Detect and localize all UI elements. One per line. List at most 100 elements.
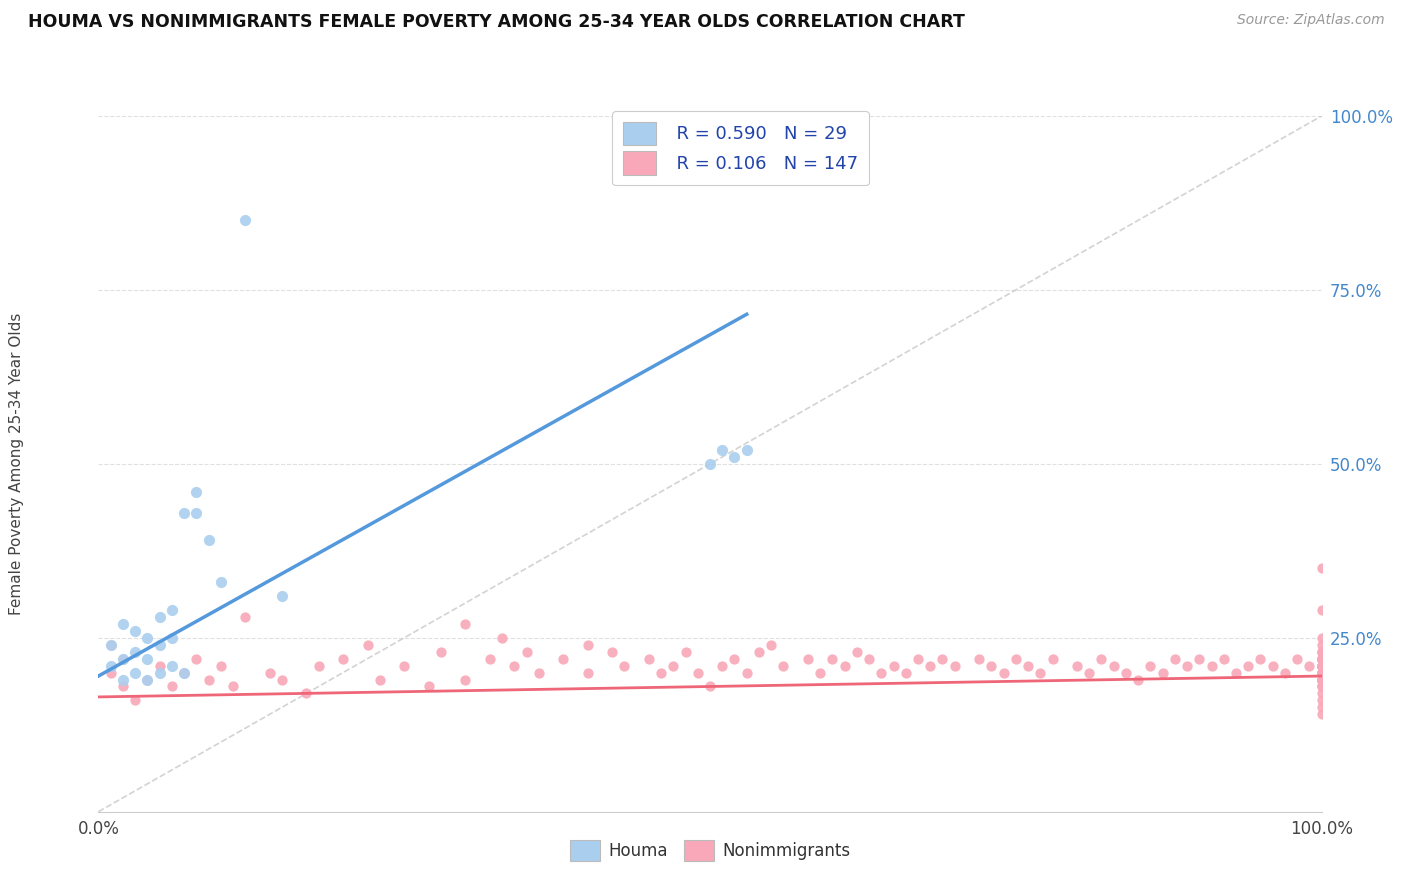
Point bbox=[1310, 561, 1333, 575]
Point bbox=[650, 665, 672, 680]
Point bbox=[723, 450, 745, 464]
Point bbox=[1201, 658, 1223, 673]
Point bbox=[1310, 673, 1333, 687]
Point bbox=[1310, 651, 1333, 665]
Point bbox=[136, 651, 159, 665]
Point bbox=[454, 616, 477, 631]
Point bbox=[1225, 665, 1247, 680]
Point bbox=[711, 658, 734, 673]
Point bbox=[1310, 707, 1333, 722]
Point bbox=[111, 616, 134, 631]
Point bbox=[149, 665, 172, 680]
Point bbox=[1310, 673, 1333, 687]
Text: Female Poverty Among 25-34 Year Olds: Female Poverty Among 25-34 Year Olds bbox=[10, 313, 24, 615]
Point bbox=[883, 658, 905, 673]
Point bbox=[1310, 658, 1333, 673]
Point bbox=[1175, 658, 1198, 673]
Point bbox=[356, 638, 378, 652]
Point bbox=[1310, 665, 1333, 680]
Point bbox=[124, 693, 146, 707]
Point bbox=[1310, 658, 1333, 673]
Point bbox=[1249, 651, 1271, 665]
Point bbox=[136, 673, 159, 687]
Point bbox=[943, 658, 966, 673]
Point bbox=[368, 673, 391, 687]
Point bbox=[1310, 680, 1333, 694]
Point bbox=[1078, 665, 1101, 680]
Point bbox=[503, 658, 526, 673]
Point bbox=[808, 665, 831, 680]
Point bbox=[1310, 651, 1333, 665]
Point bbox=[186, 484, 208, 499]
Point bbox=[392, 658, 416, 673]
Point bbox=[845, 645, 868, 659]
Point bbox=[993, 665, 1015, 680]
Point bbox=[761, 638, 783, 652]
Point bbox=[1237, 658, 1260, 673]
Point bbox=[1310, 603, 1333, 617]
Point bbox=[100, 658, 122, 673]
Point bbox=[100, 638, 122, 652]
Point bbox=[111, 651, 134, 665]
Point bbox=[1310, 673, 1333, 687]
Point bbox=[1310, 651, 1333, 665]
Text: Source: ZipAtlas.com: Source: ZipAtlas.com bbox=[1237, 13, 1385, 28]
Point bbox=[675, 645, 697, 659]
Legend: Houma, Nonimmigrants: Houma, Nonimmigrants bbox=[561, 831, 859, 870]
Point bbox=[748, 645, 770, 659]
Point bbox=[454, 673, 477, 687]
Point bbox=[1310, 665, 1333, 680]
Point bbox=[613, 658, 636, 673]
Point bbox=[600, 645, 623, 659]
Point bbox=[149, 658, 172, 673]
Point bbox=[1310, 658, 1333, 673]
Point bbox=[797, 651, 820, 665]
Point bbox=[723, 651, 745, 665]
Point bbox=[686, 665, 709, 680]
Point bbox=[1310, 658, 1333, 673]
Point bbox=[1310, 658, 1333, 673]
Point bbox=[980, 658, 1002, 673]
Point bbox=[907, 651, 929, 665]
Point bbox=[418, 680, 440, 694]
Point bbox=[160, 631, 183, 645]
Point bbox=[308, 658, 330, 673]
Point bbox=[1310, 651, 1333, 665]
Point bbox=[834, 658, 856, 673]
Point bbox=[1310, 665, 1333, 680]
Point bbox=[270, 673, 294, 687]
Point bbox=[772, 658, 794, 673]
Point bbox=[1188, 651, 1211, 665]
Point bbox=[1286, 651, 1309, 665]
Point bbox=[1212, 651, 1234, 665]
Point bbox=[1310, 665, 1333, 680]
Point bbox=[1310, 673, 1333, 687]
Point bbox=[662, 658, 685, 673]
Point bbox=[1310, 665, 1333, 680]
Point bbox=[1310, 645, 1333, 659]
Point bbox=[1152, 665, 1174, 680]
Point bbox=[576, 665, 599, 680]
Point bbox=[1310, 651, 1333, 665]
Point bbox=[295, 686, 318, 700]
Point bbox=[1274, 665, 1296, 680]
Point bbox=[209, 575, 232, 590]
Point bbox=[1164, 651, 1187, 665]
Point bbox=[197, 673, 219, 687]
Point bbox=[1017, 658, 1039, 673]
Point bbox=[1310, 686, 1333, 700]
Point bbox=[160, 680, 183, 694]
Point bbox=[270, 589, 294, 603]
Point bbox=[1310, 658, 1333, 673]
Point bbox=[491, 631, 513, 645]
Point bbox=[209, 658, 232, 673]
Point bbox=[894, 665, 917, 680]
Point bbox=[149, 610, 172, 624]
Point bbox=[1310, 665, 1333, 680]
Point bbox=[111, 680, 134, 694]
Text: HOUMA VS NONIMMIGRANTS FEMALE POVERTY AMONG 25-34 YEAR OLDS CORRELATION CHART: HOUMA VS NONIMMIGRANTS FEMALE POVERTY AM… bbox=[28, 13, 965, 31]
Point bbox=[136, 631, 159, 645]
Point bbox=[1042, 651, 1064, 665]
Point bbox=[1310, 665, 1333, 680]
Point bbox=[197, 533, 219, 548]
